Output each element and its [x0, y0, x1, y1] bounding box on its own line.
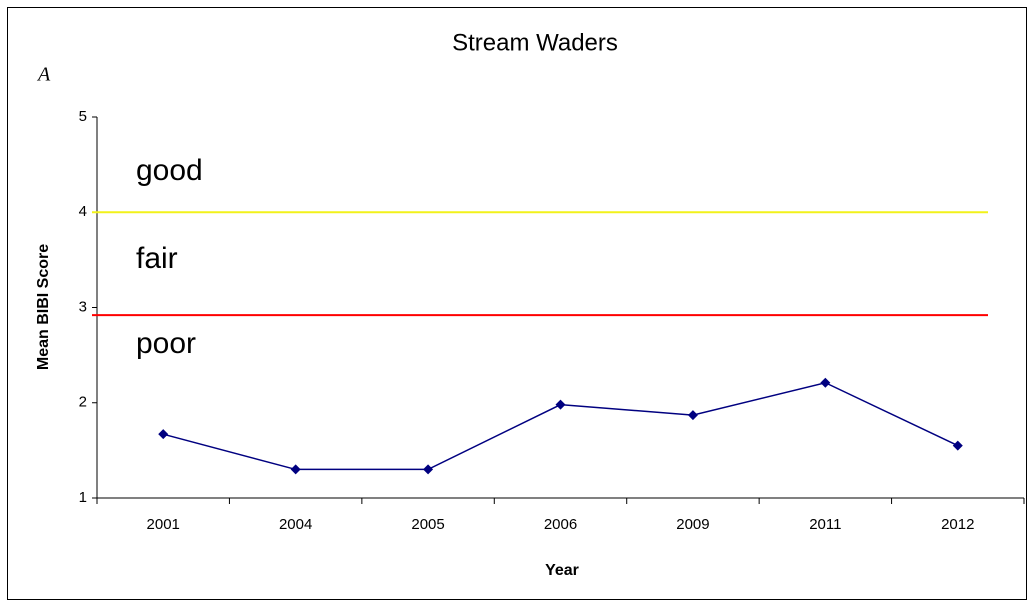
y-tick-label: 5	[79, 108, 87, 125]
chart-title: Stream Waders	[452, 29, 618, 56]
panel-label: A	[36, 64, 51, 86]
marker	[952, 440, 963, 451]
x-tick-label: 2004	[279, 516, 312, 533]
y-axis-label: Mean BIBI Score	[35, 244, 52, 370]
zone-label: fair	[136, 242, 178, 275]
marker	[820, 377, 831, 388]
x-tick-label: 2009	[676, 516, 709, 533]
marker	[290, 464, 301, 475]
x-tick-label: 2006	[544, 516, 577, 533]
y-tick-label: 1	[79, 489, 87, 506]
marker	[687, 410, 698, 421]
marker	[423, 464, 434, 475]
x-tick-label: 2011	[809, 516, 841, 533]
y-tick-label: 3	[79, 298, 87, 315]
x-tick-label: 2001	[147, 516, 180, 533]
zone-label: poor	[136, 327, 196, 360]
zone-label: good	[136, 154, 203, 187]
x-tick-label: 2005	[411, 516, 444, 533]
marker	[158, 429, 169, 440]
x-axis-label: Year	[545, 562, 579, 579]
y-tick-label: 2	[79, 394, 87, 411]
y-tick-label: 4	[79, 203, 87, 220]
x-tick-label: 2012	[941, 516, 974, 533]
marker	[555, 399, 566, 410]
chart-border	[7, 7, 1027, 600]
